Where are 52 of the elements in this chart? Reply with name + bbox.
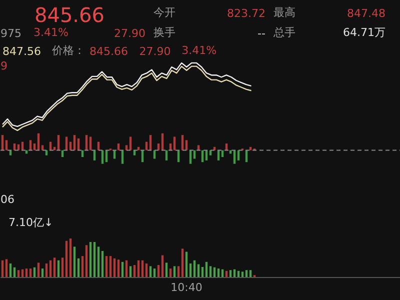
- bar: [53, 146, 56, 150]
- bar: [13, 144, 16, 150]
- bar: [181, 135, 184, 150]
- bar: [117, 144, 120, 150]
- bar: [129, 136, 132, 150]
- text: 27.90: [114, 27, 146, 40]
- text: 3.41%: [182, 44, 217, 58]
- bar: [185, 140, 188, 150]
- text: 845.66: [90, 45, 128, 58]
- text: 7.10亿↓: [8, 216, 54, 229]
- bar: [85, 135, 88, 150]
- bar: [73, 135, 76, 150]
- annotation: 9: [0, 60, 8, 72]
- bar: [173, 136, 176, 150]
- bar: [65, 136, 68, 150]
- text: 总手: [272, 26, 296, 39]
- bar: [97, 246, 100, 278]
- bar: [137, 146, 140, 150]
- bar: [181, 248, 184, 278]
- text: 845.66: [34, 3, 104, 27]
- text: 823.72: [227, 7, 266, 20]
- text: 价格：: [51, 44, 86, 58]
- text: 27.90: [139, 45, 171, 58]
- text: 975: [0, 27, 22, 40]
- text: 最高: [274, 6, 296, 19]
- text: 换手: [154, 26, 176, 39]
- bar: [1, 135, 4, 150]
- bar: [85, 245, 88, 278]
- bar: [145, 142, 148, 150]
- text: 3.41%: [34, 26, 68, 39]
- bar: [157, 144, 160, 150]
- bar: [29, 140, 32, 150]
- text: 10:40: [170, 281, 202, 294]
- text: 64.71万: [343, 26, 386, 39]
- text: --: [258, 27, 266, 40]
- bar: [165, 150, 168, 160]
- text: 847.48: [347, 7, 386, 20]
- bar: [249, 146, 252, 150]
- bar: [73, 246, 76, 278]
- bar: [149, 135, 152, 150]
- text: 今开: [154, 6, 176, 19]
- bar: [89, 136, 92, 150]
- bar: [89, 242, 92, 278]
- bar: [41, 145, 44, 150]
- bar: [5, 140, 8, 150]
- bar: [125, 145, 128, 150]
- bar: [93, 242, 96, 278]
- bar: [57, 135, 60, 150]
- bar: [69, 238, 72, 278]
- text: 06: [0, 193, 14, 206]
- text: 847.56: [2, 45, 41, 58]
- bar: [33, 144, 36, 150]
